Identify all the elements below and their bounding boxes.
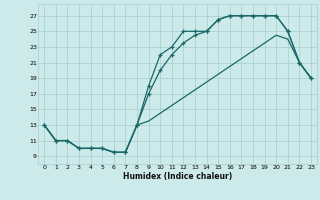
X-axis label: Humidex (Indice chaleur): Humidex (Indice chaleur) bbox=[123, 172, 232, 181]
